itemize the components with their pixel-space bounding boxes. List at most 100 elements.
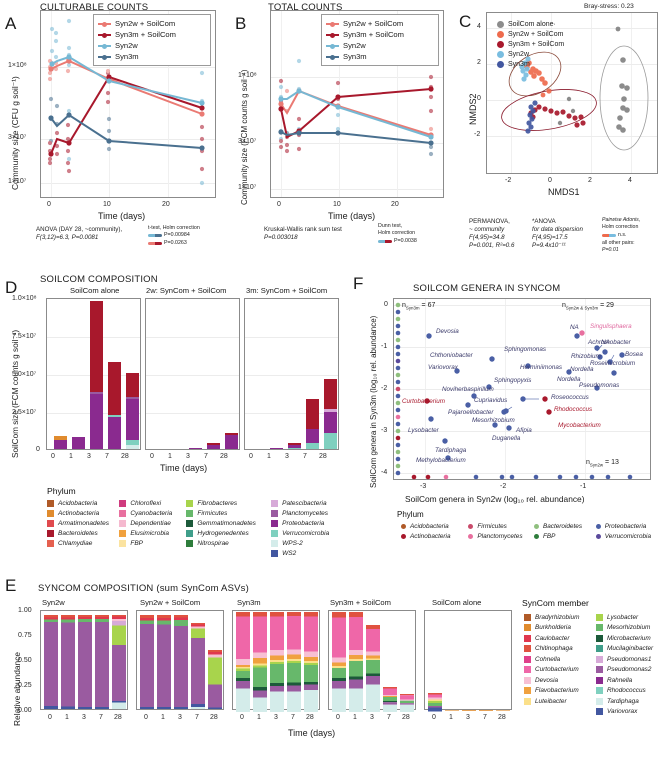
panel-e-bars-2: [140, 615, 222, 709]
panel-e-facet-label: Syn3m + SoilCom: [330, 598, 391, 607]
x-tick: 1: [65, 714, 69, 721]
panel-d-bars-3: [270, 379, 337, 449]
legend-item: Lysobacter: [596, 612, 664, 623]
legend-label: Chitinophaga: [535, 645, 573, 653]
legend-item: Nitrospirae: [186, 538, 266, 548]
dot-swatch: [401, 533, 406, 539]
panel-f-scatter: [395, 302, 633, 480]
x-tick: 0: [144, 714, 148, 721]
y-tick: 1×10⁸: [8, 62, 27, 69]
panel-e-xlabel: Time (days): [288, 728, 336, 738]
x-tick: 7: [195, 714, 199, 721]
x-tick: 1: [168, 453, 172, 460]
legend-label: Variovorax: [607, 708, 638, 716]
legend-item: Actinobacteria: [47, 508, 114, 518]
legend-item: Patescibacteria: [271, 498, 342, 508]
genus-label: Sphingomonas: [504, 346, 547, 353]
legend-item: SoilCom alone·: [497, 19, 564, 29]
n-symbol: n: [586, 459, 590, 466]
color-swatch: [186, 499, 194, 507]
panel-c-permanova-3: F(4,95)=34.8: [469, 234, 505, 241]
genus-label: Roseimicrobium: [590, 360, 636, 367]
color-swatch: [119, 509, 127, 517]
color-swatch: [596, 708, 603, 716]
x-tick: 0: [249, 453, 253, 460]
y-tick: 1×10⁷: [8, 178, 27, 185]
legend-item: Syn3m: [326, 51, 434, 62]
legend-item: Flavobacterium: [524, 686, 590, 697]
legend-item: Syn3m + SoilCom: [326, 29, 434, 40]
x-tick: 1: [449, 714, 453, 721]
panel-e-facet-syn3m-soilcom: [328, 610, 416, 712]
color-swatch: [524, 645, 531, 653]
panel-d-legend-title: Phylum: [47, 486, 76, 496]
panel-a-stats-1: ANOVA (DAY 28, ~community),: [36, 226, 123, 233]
x-tick: 28: [498, 714, 506, 721]
legend-item: Syn2w: [98, 40, 206, 51]
y-tick: -4: [381, 469, 388, 476]
n-value: = 29: [600, 302, 614, 309]
legend-item: WS2: [271, 548, 342, 558]
genus-label: NA: [570, 324, 579, 331]
dot-swatch: [595, 533, 601, 539]
dot-swatch: [497, 50, 504, 58]
n-symbol: n: [562, 302, 566, 309]
legend-label: Syn2w: [115, 41, 138, 50]
line-swatch: [98, 33, 111, 38]
x-tick: 0: [48, 714, 52, 721]
y-tick: -2: [381, 385, 388, 392]
panel-a-ttest-row-1: P=0.00984: [148, 231, 190, 239]
n-symbol: n: [402, 302, 406, 309]
x-tick: 3: [178, 714, 182, 721]
legend-item: FBP: [533, 531, 592, 541]
panel-f-legend: Acidobacteria Actinobacteria Firmicutes …: [401, 521, 661, 541]
panel-b-plot-area: Syn2w + SoilCom Syn3m + SoilCom Syn2w Sy…: [270, 10, 444, 198]
legend-item: Devosia: [524, 675, 590, 686]
genus-label: Methylobacterium: [416, 457, 466, 464]
x-tick: 0: [336, 714, 340, 721]
legend-label: Tardiphaga: [607, 697, 639, 705]
panel-d-facet-label: 3m: SynCom + SoilCom: [246, 286, 328, 295]
genus-label: Mycobacterium: [558, 422, 601, 429]
x-tick: 1: [69, 453, 73, 460]
panel-b-dunn-title-2: Holm correction: [378, 230, 416, 236]
legend-label: Elusimicrobia: [130, 529, 169, 537]
legend-item: Bacteroidetes: [47, 528, 114, 538]
genus-label: Sphingopyxis: [494, 377, 532, 384]
genus-label: Nordella: [570, 366, 594, 373]
panel-f-legend-title: Phylum: [397, 510, 424, 519]
color-swatch: [119, 499, 127, 507]
panel-b-stats-1: Kruskal-Wallis rank sum test: [264, 226, 342, 233]
dot-swatch: [497, 30, 504, 38]
x-tick: 0: [240, 714, 244, 721]
legend-label: Devosia: [535, 676, 559, 684]
legend-label: Patescibacteria: [282, 499, 327, 507]
legend-item: Gemmatimonadetes: [186, 518, 266, 528]
legend-label: FBP: [130, 539, 143, 547]
genus-label: Nordella: [557, 376, 581, 383]
legend-item: Acidobacteria: [401, 521, 464, 531]
panel-a-legend: Syn2w + SoilCom Syn3m + SoilCom Syn2w Sy…: [93, 14, 211, 66]
legend-item: Chlamydiae: [47, 538, 114, 548]
pair-swatch: [148, 241, 162, 245]
panel-e-legend-title: SynCom member: [522, 598, 589, 608]
color-swatch: [271, 509, 279, 517]
y-tick: 2.5×10⁷: [12, 409, 37, 416]
legend-label: Actinobacteria: [58, 509, 100, 517]
panel-b-series: [278, 58, 434, 157]
legend-label: Bradyrhizobium: [535, 613, 580, 621]
legend-label: Cohnella: [535, 655, 561, 663]
line-swatch: [326, 33, 339, 38]
panel-c-anova-1: *ANOVA: [532, 218, 556, 225]
legend-item: Proteobacteria: [271, 518, 342, 528]
legend-label: Rahnella: [607, 676, 633, 684]
y-tick: 0: [384, 301, 388, 308]
y-tick: 0.50: [18, 657, 32, 664]
dot-swatch: [533, 533, 539, 539]
legend-item: Dependentiae: [119, 518, 181, 528]
color-swatch: [524, 687, 531, 695]
genus-label: Devosia: [436, 328, 459, 335]
legend-label: Proteobacteria: [282, 519, 325, 527]
genus-label: Roseococcus: [551, 394, 589, 401]
legend-label: Syn3m + SoilCom: [115, 30, 176, 39]
